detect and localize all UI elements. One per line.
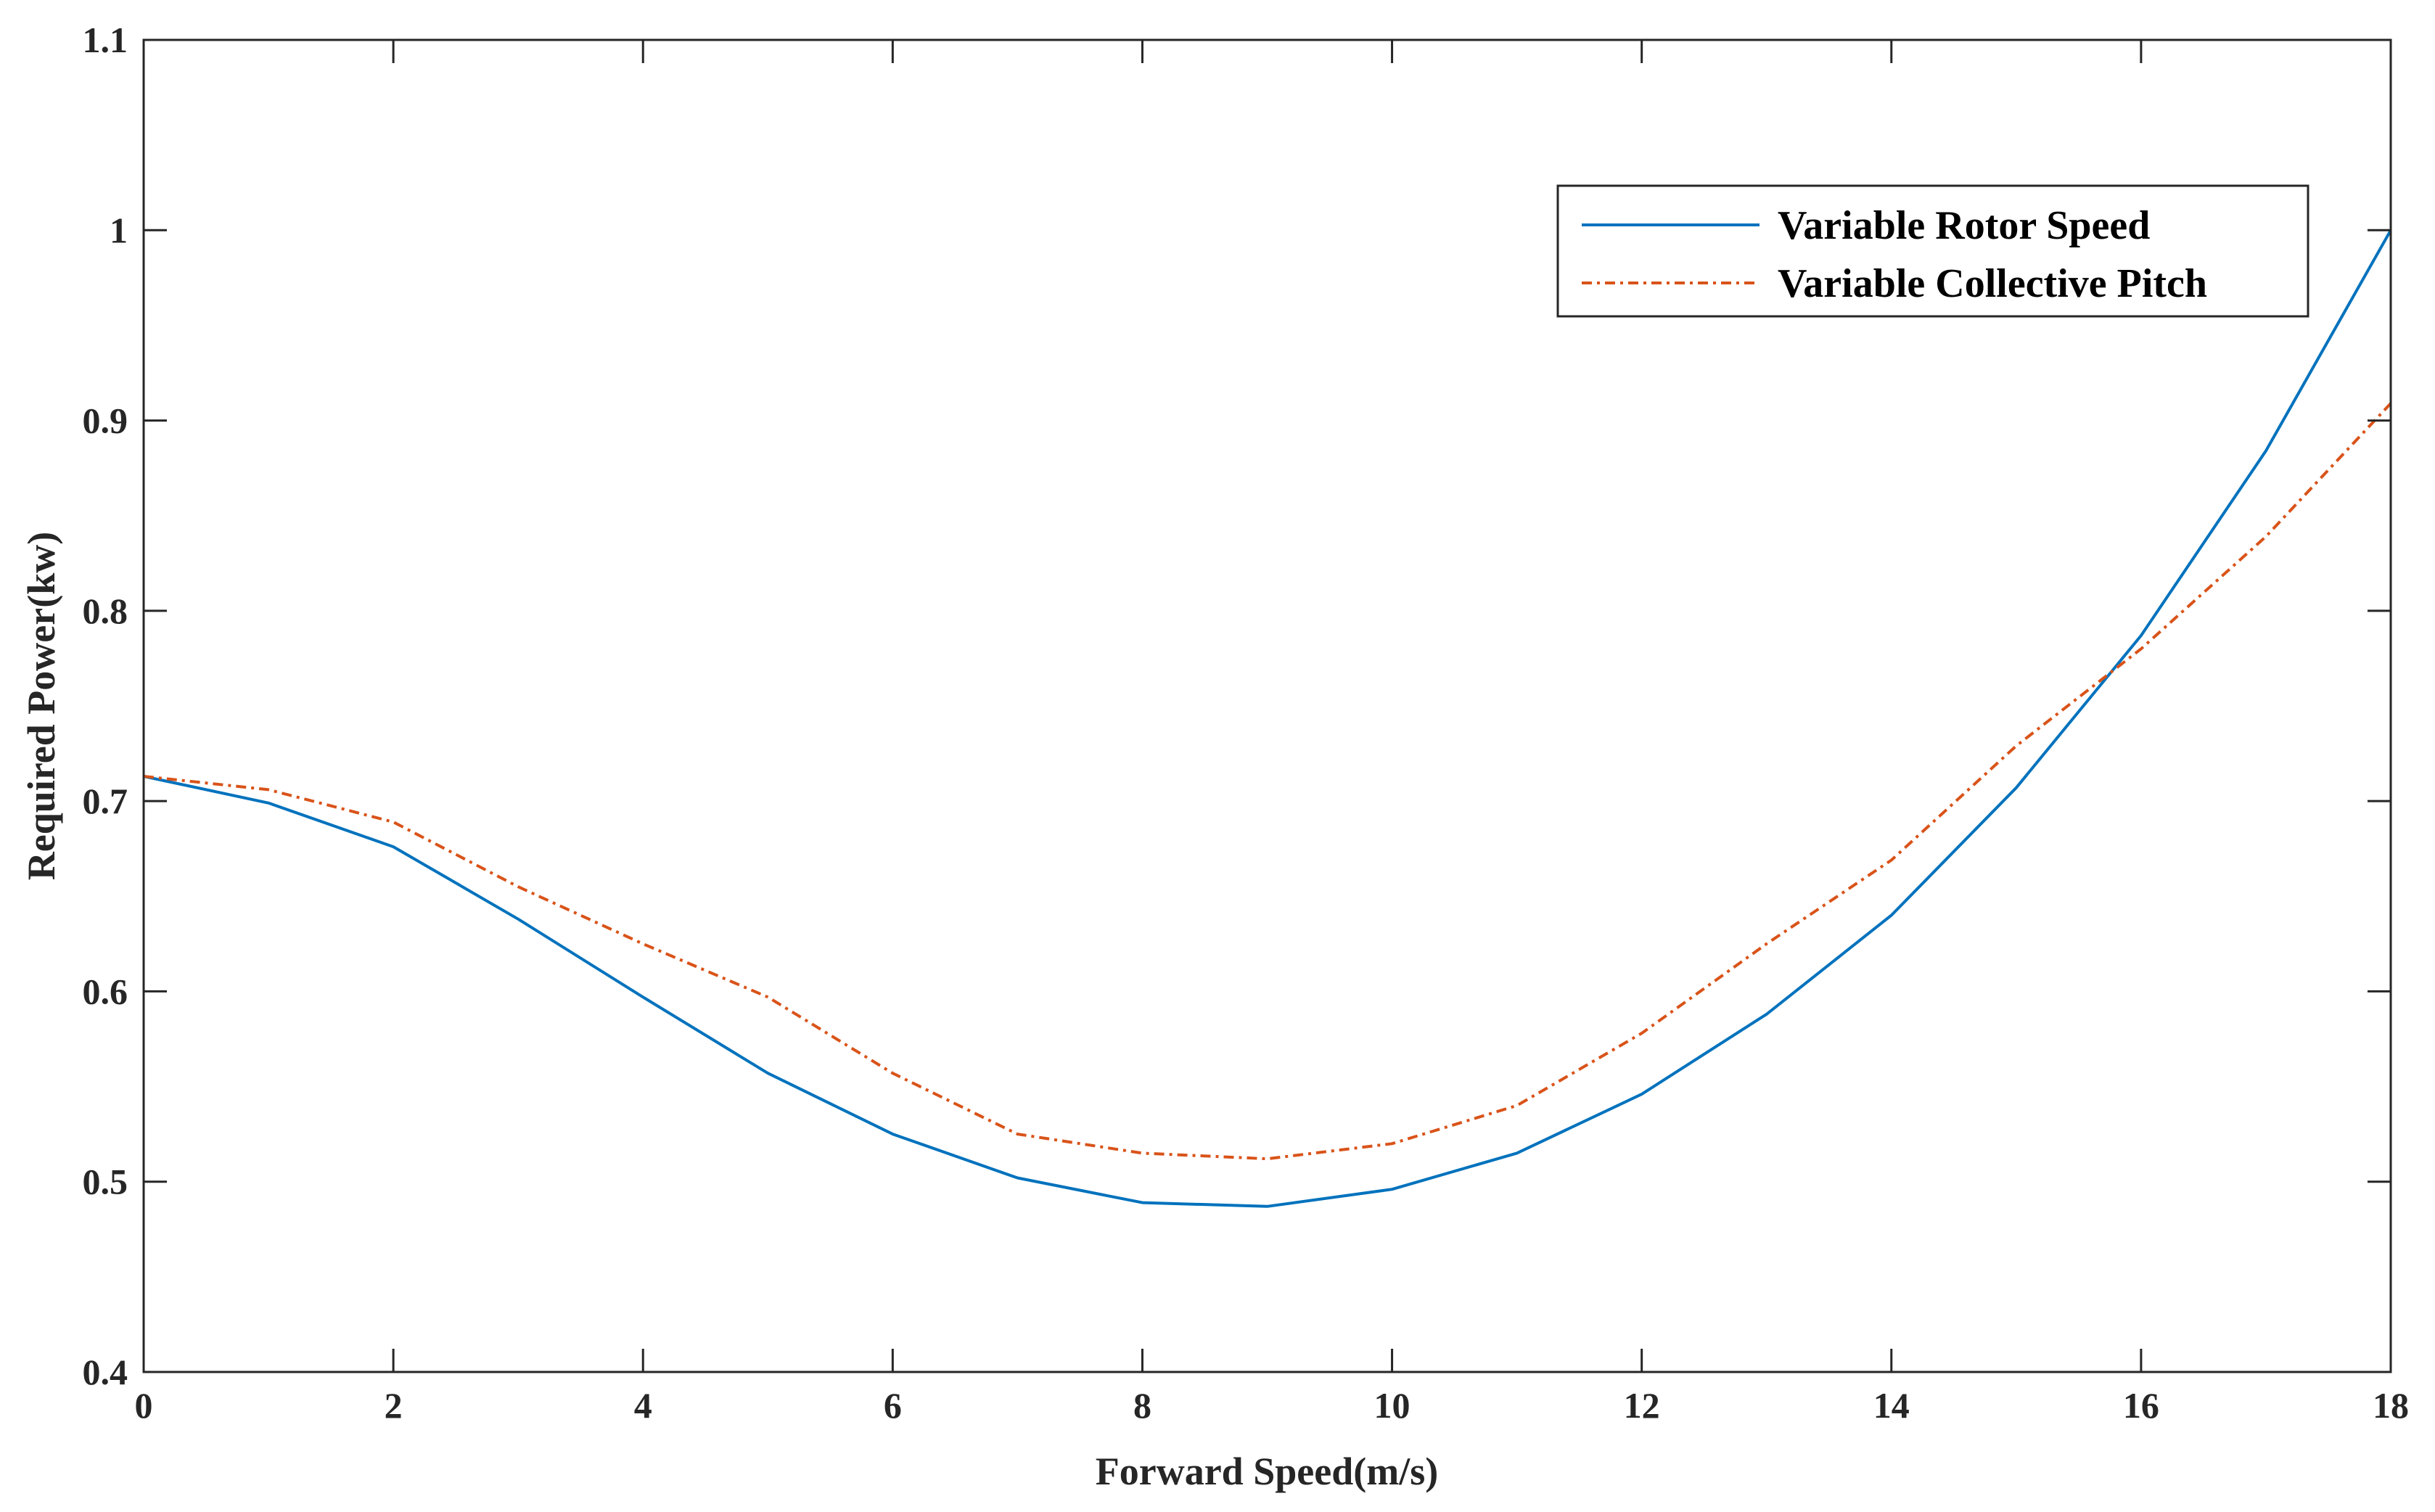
y-axis-tick-labels: 0.4 0.5 0.6 0.7 0.8 0.9 1 1.1 bbox=[83, 20, 128, 1392]
x-tick-label: 2 bbox=[385, 1385, 403, 1426]
series-line-1 bbox=[143, 229, 2392, 1208]
x-tick-label: 10 bbox=[1374, 1385, 1411, 1426]
x-tick-label: 6 bbox=[884, 1385, 902, 1426]
legend: Variable Rotor Speed Variable Collective … bbox=[1556, 184, 2309, 318]
y-tick-label: 0.4 bbox=[83, 1352, 128, 1392]
x-tick-label: 4 bbox=[634, 1385, 652, 1426]
axis-ticks bbox=[142, 38, 2392, 1373]
legend-label-1: Variable Rotor Speed bbox=[1778, 203, 2150, 248]
y-tick-label: 1 bbox=[110, 210, 128, 250]
plot-area-frame bbox=[142, 38, 2392, 1373]
y-tick-label: 0.7 bbox=[83, 781, 128, 821]
series-line-2 bbox=[143, 402, 2392, 1161]
y-tick-label: 0.6 bbox=[83, 971, 128, 1011]
x-axis-label: Forward Speed(m/s) bbox=[1096, 1450, 1438, 1493]
legend-box bbox=[1556, 184, 2309, 318]
y-tick-label: 0.5 bbox=[83, 1162, 128, 1202]
x-tick-label: 8 bbox=[1133, 1385, 1151, 1426]
x-tick-label: 0 bbox=[135, 1385, 153, 1426]
y-tick-label: 0.9 bbox=[83, 400, 128, 441]
y-axis-label: Required Power(kw) bbox=[20, 532, 63, 880]
y-tick-label: 1.1 bbox=[83, 20, 128, 60]
x-tick-label: 12 bbox=[1624, 1385, 1660, 1426]
x-axis-tick-labels: 0 2 4 6 8 10 12 14 16 18 bbox=[135, 1385, 2410, 1426]
x-tick-label: 18 bbox=[2373, 1385, 2409, 1426]
y-tick-label: 0.8 bbox=[83, 591, 128, 631]
x-tick-label: 16 bbox=[2123, 1385, 2159, 1426]
legend-label-2: Variable Collective Pitch bbox=[1778, 261, 2207, 306]
x-tick-label: 14 bbox=[1873, 1385, 1910, 1426]
plot-lines bbox=[143, 229, 2392, 1208]
